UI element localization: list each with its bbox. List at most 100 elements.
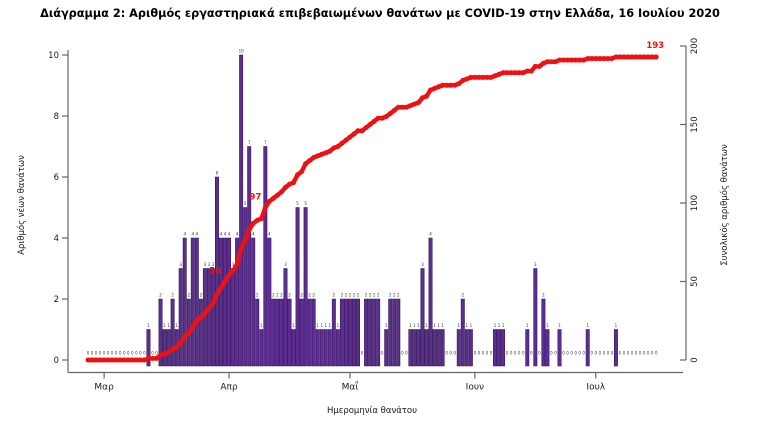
daily-deaths-bar: [182, 237, 187, 367]
daily-deaths-bar: [408, 329, 413, 367]
bar-value-label: 0: [574, 351, 577, 356]
cumulative-point: [303, 161, 309, 167]
daily-deaths-bar: [162, 329, 167, 367]
daily-deaths-bar: [331, 298, 336, 367]
cumulative-point: [270, 195, 276, 201]
cumulative-point: [416, 100, 421, 105]
cumulative-point: [295, 172, 301, 178]
bar-value-label: 1: [498, 323, 501, 328]
bar-value-label: 7: [264, 140, 267, 145]
cumulative-point: [617, 54, 623, 60]
bar-value-label: 0: [95, 351, 98, 356]
bar-value-label: 0: [123, 351, 126, 356]
cumulative-point: [206, 305, 212, 311]
bar-value-label: 3: [179, 262, 182, 267]
bar-value-label: 1: [147, 323, 150, 328]
bar-value-label: 1: [425, 323, 428, 328]
bar-value-label: 4: [192, 232, 195, 237]
bar-value-label: 1: [546, 323, 549, 328]
cumulative-point: [214, 291, 220, 297]
daily-deaths-bar: [206, 268, 211, 367]
cumulative-point: [230, 268, 236, 273]
daily-deaths-bar: [267, 237, 272, 367]
bar-value-label: 0: [111, 351, 114, 356]
cumulative-point: [141, 357, 147, 363]
daily-deaths-bar: [392, 298, 397, 367]
daily-deaths-bar: [146, 329, 151, 367]
bar-value-label: 0: [506, 351, 509, 356]
cumulative-point: [367, 122, 373, 127]
cumulative-point: [597, 56, 603, 62]
cumulative-point: [609, 56, 615, 62]
bar-value-label: 4: [220, 232, 223, 237]
cumulative-point: [557, 57, 562, 63]
cumulative-point: [637, 54, 643, 60]
cumulative-point: [589, 56, 595, 62]
y-right-tick-label: 200: [690, 38, 700, 54]
cumulative-point: [262, 205, 268, 211]
bar-value-label: 0: [643, 351, 646, 356]
bar-value-label: 4: [236, 232, 239, 237]
daily-deaths-bar: [247, 146, 252, 367]
daily-deaths-bar: [319, 329, 324, 367]
bar-value-label: 4: [429, 232, 432, 237]
daily-deaths-bar: [291, 329, 296, 367]
x-axis-tick-label: Ιουν: [466, 383, 484, 393]
cumulative-point: [355, 128, 361, 134]
bar-value-label: 0: [474, 351, 477, 356]
bar-value-label: 0: [127, 351, 130, 356]
cumulative-point: [524, 68, 530, 74]
bar-value-label: 0: [522, 351, 525, 356]
daily-deaths-bar: [251, 237, 256, 367]
cumulative-point: [202, 310, 208, 316]
cumulative-point: [158, 352, 163, 358]
cumulative-point: [516, 70, 522, 76]
daily-deaths-bar: [166, 329, 171, 367]
y-right-tick-label: 100: [690, 195, 700, 211]
bar-value-label: 0: [91, 351, 94, 356]
daily-deaths-bar: [263, 146, 268, 367]
daily-deaths-bar: [416, 329, 421, 367]
cumulative-point: [121, 357, 127, 363]
cumulative-annotation-97: 97: [249, 193, 261, 203]
bar-value-label: 2: [397, 293, 400, 298]
bar-value-label: 1: [433, 323, 436, 328]
daily-deaths-bar: [271, 298, 276, 367]
bar-value-label: 0: [538, 351, 541, 356]
daily-deaths-bar: [235, 237, 240, 367]
cumulative-point: [287, 181, 292, 187]
cumulative-point: [210, 301, 216, 306]
cumulative-point: [472, 74, 478, 80]
daily-deaths-bar: [243, 207, 248, 367]
bar-value-label: 2: [200, 293, 203, 298]
cumulative-point: [569, 57, 575, 63]
daily-deaths-bar: [239, 54, 244, 367]
bar-value-label: 3: [212, 262, 215, 267]
cumulative-point: [242, 238, 248, 244]
bar-value-label: 1: [329, 323, 332, 328]
daily-deaths-bar: [493, 329, 497, 367]
y-left-tick-label: 8: [54, 112, 59, 122]
bar-value-label: 0: [578, 351, 581, 356]
cumulative-point: [496, 71, 502, 77]
bar-value-label: 2: [341, 293, 344, 298]
bar-value-label: 1: [558, 323, 561, 328]
daily-deaths-bar: [275, 298, 280, 367]
cumulative-point: [468, 74, 474, 80]
cumulative-point: [343, 137, 349, 143]
cumulative-point: [532, 63, 538, 69]
bar-value-label: 4: [224, 232, 227, 237]
cumulative-point: [436, 84, 442, 90]
daily-deaths-bar: [460, 298, 465, 367]
cumulative-point: [424, 93, 429, 99]
daily-deaths-bar: [613, 329, 618, 367]
bar-value-label: 0: [107, 351, 110, 356]
bar-value-label: 1: [417, 323, 420, 328]
cumulative-point: [444, 82, 450, 88]
daily-deaths-bar: [287, 298, 292, 367]
cumulative-point: [653, 54, 659, 60]
cumulative-point: [375, 115, 381, 121]
x-axis-tick-label: Μαΐ: [342, 381, 359, 393]
cumulative-point: [605, 56, 611, 62]
bar-value-label: 2: [288, 293, 291, 298]
